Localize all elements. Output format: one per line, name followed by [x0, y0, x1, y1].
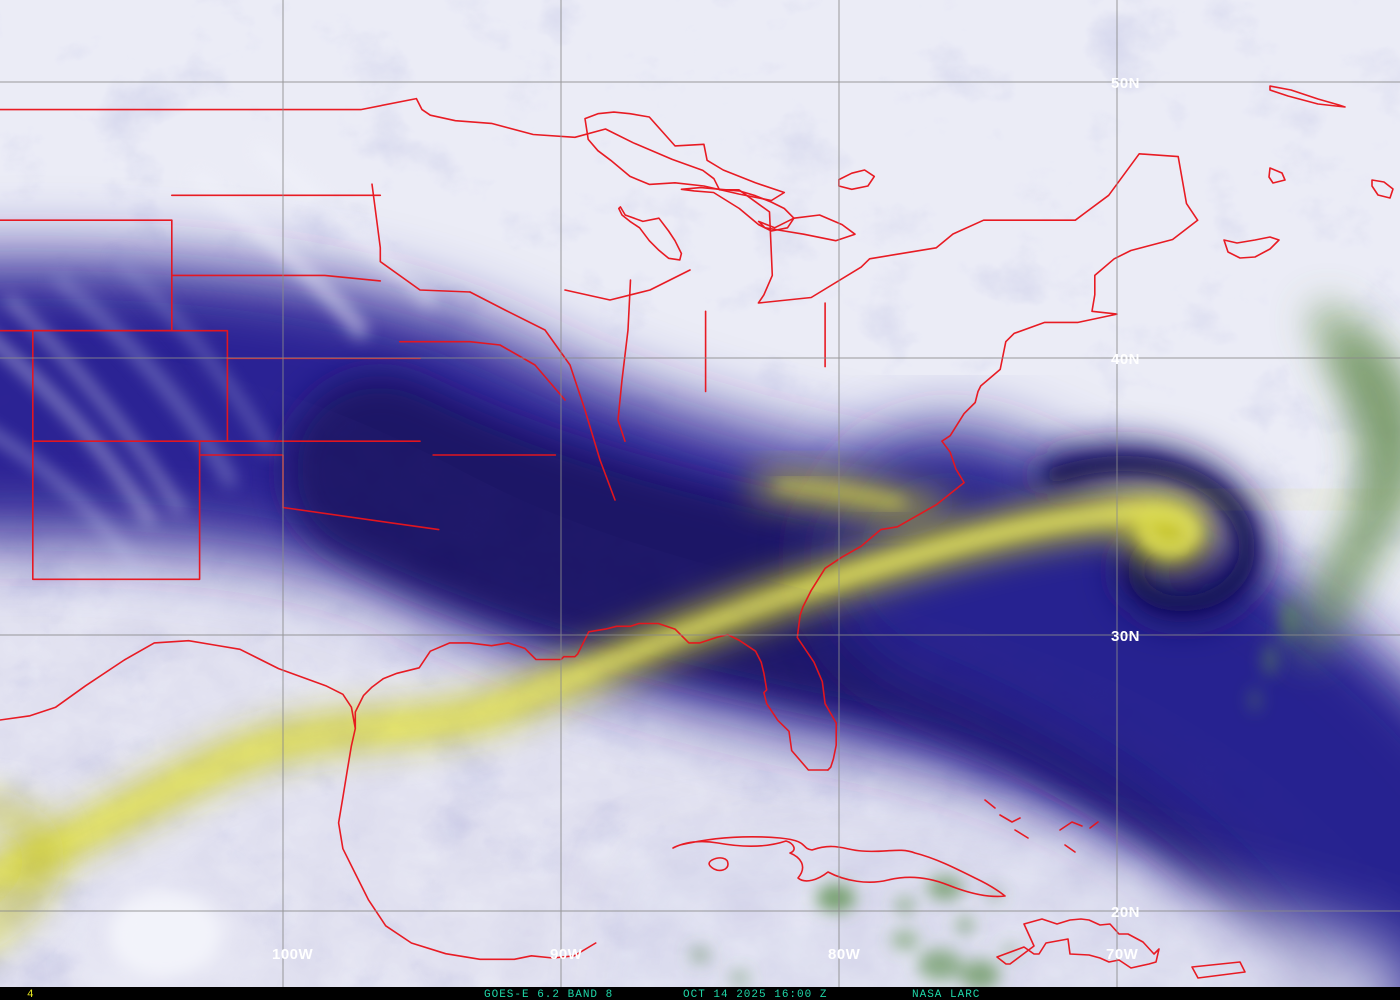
svg-text:NASA LARC: NASA LARC	[912, 989, 980, 1000]
svg-text:4: 4	[27, 989, 34, 1000]
svg-text:GOES-E 6.2 BAND 8: GOES-E 6.2 BAND 8	[484, 989, 613, 1000]
svg-text:OCT 14 2025 16:00 Z: OCT 14 2025 16:00 Z	[683, 989, 827, 1000]
